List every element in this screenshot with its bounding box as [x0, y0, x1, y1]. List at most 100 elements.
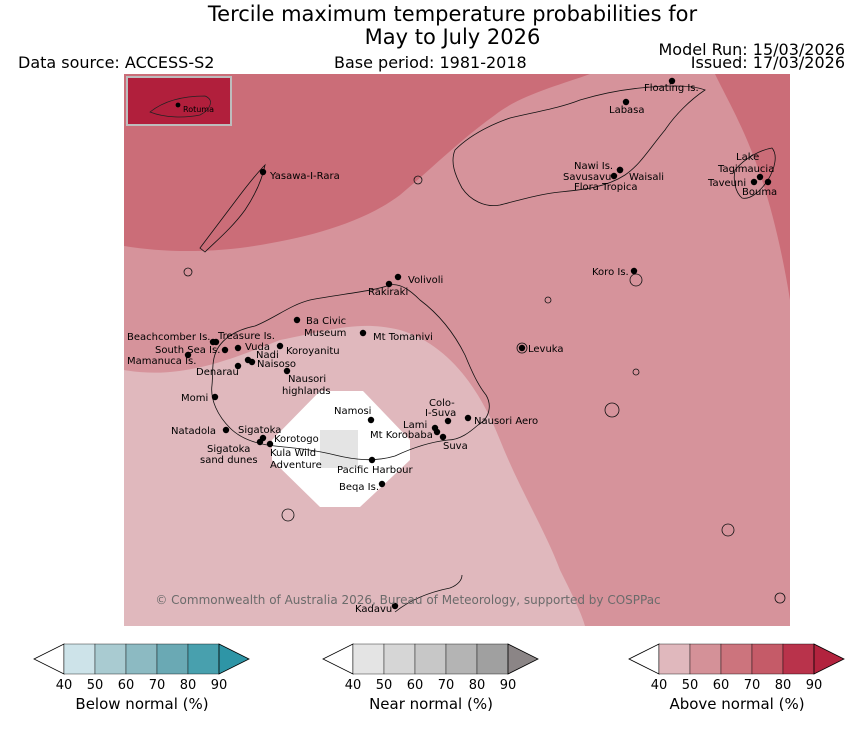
colorbar-tick-label: 50 [376, 678, 393, 693]
colorbar-tick-label: 90 [500, 678, 517, 693]
place-label: Volivoli [408, 275, 443, 286]
place-marker [756, 173, 764, 181]
title-line-1: Tercile maximum temperature probabilitie… [207, 2, 698, 26]
zone-above-60-70-east [715, 74, 790, 300]
colorbar-segment [720, 643, 753, 675]
place-label: Kula Wild [270, 448, 316, 459]
place-marker [368, 456, 376, 464]
legend-above-normal: 40 50 60 70 80 90 [628, 643, 845, 693]
place-label: Koro Is. [592, 267, 629, 278]
place-marker [248, 358, 256, 366]
place-label: Sigatoka [207, 444, 250, 455]
place-marker [283, 367, 291, 375]
place-label: sand dunes [200, 455, 258, 466]
data-source: Data source: ACCESS-S2 [18, 53, 215, 72]
place-marker [464, 414, 472, 422]
coastlines [183, 85, 786, 613]
fiji-map: Rotuma Floating Is. Labasa Yasawa-I-Rara Na… [124, 74, 790, 626]
place-label: Nadi [256, 350, 279, 361]
rotuma-marker [175, 102, 181, 108]
colorbar-tick-label: 90 [806, 678, 823, 693]
place-label: Lami [403, 420, 427, 431]
colorbar-tick-label: 70 [438, 678, 455, 693]
place-marker [221, 346, 229, 354]
place-marker [259, 168, 267, 176]
place-label: Waisali [629, 172, 664, 183]
colorbar-extend-high [507, 643, 539, 675]
model-run: Model Run: 15/03/2026 [658, 40, 846, 59]
place-label: Ba Civic [306, 316, 346, 327]
legend-below-normal: 40 50 60 70 80 90 [33, 643, 250, 693]
colorbar-tick-label: 90 [211, 678, 228, 693]
place-label: Tagimaucia [717, 164, 774, 175]
colorbar-extend-high [813, 643, 845, 675]
colorbar-segment [445, 643, 478, 675]
legend: 40 50 60 70 80 90 40 50 60 70 80 90 40 50 60 70 80 90 [33, 643, 845, 693]
place-label: Beqa Is. [339, 482, 379, 493]
place-label: Vuda [245, 342, 270, 353]
place-label: Colo- [429, 398, 455, 409]
place-marker [750, 178, 758, 186]
colorbar-segment [689, 643, 722, 675]
colorbar-tick-label: 80 [775, 678, 792, 693]
colorbar-segment [63, 643, 96, 675]
place-label: Yasawa-I-Rara [269, 171, 340, 182]
place-marker [668, 77, 676, 85]
colorbar-extend-high [218, 643, 250, 675]
place-label: Beachcomber Is. [127, 332, 210, 343]
rotuma-coast [149, 95, 211, 118]
colorbar-extend-low [322, 643, 354, 675]
colorbar-tick-label: 60 [407, 678, 424, 693]
title-line-2: May to July 2026 [364, 25, 541, 49]
place-label: highlands [282, 386, 331, 397]
colorbar-tick-label: 70 [149, 678, 166, 693]
place-marker [630, 267, 638, 275]
place-label: Lake [736, 152, 759, 163]
place-marker [359, 329, 367, 337]
place-label: Floating Is. [644, 83, 699, 94]
place-marker [610, 172, 618, 180]
place-label: Natadola [171, 426, 216, 437]
colorbar-tick-label: 50 [682, 678, 699, 693]
colorbar-tick-label: 70 [744, 678, 761, 693]
colorbar-segment [187, 643, 220, 675]
place-marker [764, 178, 772, 186]
copyright: © Commonwealth of Australia 2026, Bureau… [155, 593, 660, 607]
colorbar-segment [414, 643, 447, 675]
colorbar-segment [94, 643, 127, 675]
place-label: Savusavu [563, 172, 611, 183]
place-label: I-Suva [425, 408, 456, 419]
place-marker [211, 393, 219, 401]
colorbar-segment [751, 643, 784, 675]
colorbar-tick-label: 60 [713, 678, 730, 693]
place-marker [256, 438, 264, 446]
place-label: Treasure Is. [217, 331, 275, 342]
place-marker [616, 166, 624, 174]
place-label: Naisoso [257, 359, 296, 370]
inset-fill [128, 78, 230, 124]
place-label: Nausori [288, 374, 326, 385]
issued-date: Issued: 17/03/2026 [690, 53, 845, 72]
map-title: Tercile maximum temperature probabilitie… [0, 3, 862, 49]
place-label: Kadavu [355, 604, 392, 615]
colorbar-segment [125, 643, 158, 675]
legend-near-normal: 40 50 60 70 80 90 [322, 643, 539, 693]
place-label: Korotogo [274, 434, 319, 445]
place-marker [266, 440, 274, 448]
place-label: Pacific Harbour [337, 465, 414, 476]
place-marker [234, 344, 242, 352]
legend-above-title: Above normal (%) [669, 695, 805, 713]
place-marker [184, 351, 192, 359]
colorbar-segment [156, 643, 189, 675]
place-marker [378, 480, 386, 488]
place-marker [518, 344, 526, 352]
place-marker [367, 416, 375, 424]
place-label: Nausori Aero [474, 416, 538, 427]
place-marker [293, 316, 301, 324]
colorbar-extend-low [33, 643, 65, 675]
colorbar-tick-label: 40 [651, 678, 668, 693]
place-marker [433, 428, 441, 436]
place-marker [234, 362, 242, 370]
place-label: Sigatoka [238, 425, 281, 436]
